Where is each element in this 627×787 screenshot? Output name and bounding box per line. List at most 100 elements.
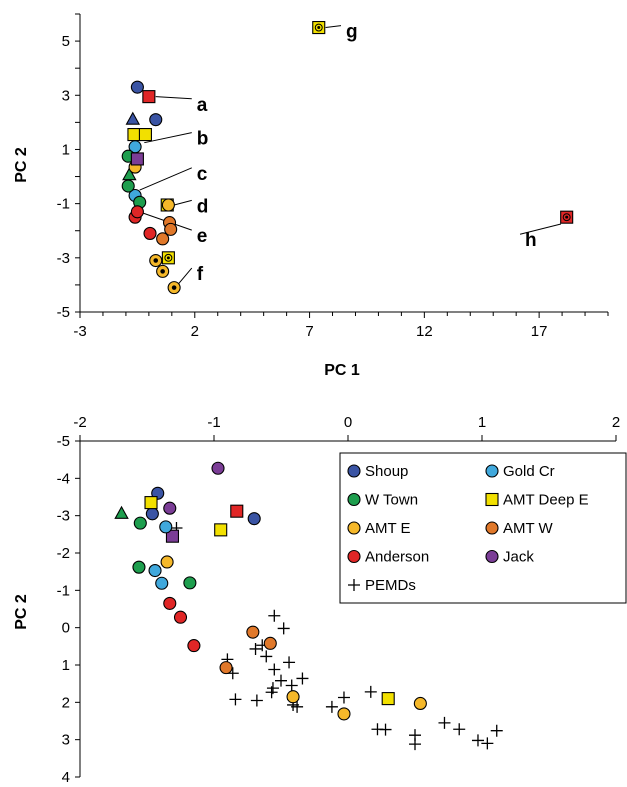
bottom-point-gold-cr [155, 576, 169, 590]
bottom-point-w-town [114, 505, 129, 519]
bottom-point-gold-cr [148, 563, 162, 578]
bottom-point-shoup [247, 512, 261, 526]
legend-label: Jack [503, 549, 534, 566]
bottom-point-amt-w [246, 625, 260, 639]
bottom-point-pemds [260, 650, 273, 663]
bottom-point-amt-e [286, 690, 300, 704]
bottom-point-anderson [230, 504, 244, 518]
top-point-amt-w [164, 222, 178, 236]
top-x-tick-label: 12 [416, 323, 433, 340]
legend-marker-pemds [348, 579, 360, 591]
bottom-point-anderson [163, 596, 177, 610]
legend-box [339, 452, 627, 604]
top-point-w-town [121, 179, 135, 193]
top-point-anderson [142, 90, 156, 104]
bottom-point-pemds [296, 672, 309, 685]
bottom-point-pemds [268, 663, 281, 676]
bottom-point-amt-w [263, 636, 277, 650]
top-point-amt-deep-e [138, 128, 152, 142]
bottom-pc-chart: -2 -1 0 1 2 -5 -4 -3 -2 -1 0 1 2 3 4 PC 2 Shoup Gold Cr… [13, 414, 627, 786]
bottom-point-pemds [409, 738, 421, 751]
legend-label: W Town [365, 492, 418, 509]
legend-label: Anderson [365, 549, 429, 566]
bottom-y-tick-label: 1 [62, 657, 70, 674]
top-annotation-label: a [197, 95, 208, 116]
bottom-point-anderson [187, 639, 201, 653]
bottom-y-tick-label: 4 [62, 769, 70, 786]
bottom-point-pemds [471, 734, 484, 747]
bottom-point-amt-e [413, 696, 427, 711]
top-annotation-leader [178, 267, 193, 284]
bottom-y-tick-label: -1 [57, 582, 70, 599]
bottom-point-pemds [379, 723, 392, 736]
bottom-y-tick-label: 2 [62, 694, 70, 711]
bottom-point-w-town [183, 576, 197, 590]
top-annotation-leader [139, 167, 192, 191]
legend-label: AMT E [365, 520, 411, 537]
bottom-point-pemds [337, 691, 350, 704]
top-annotation-leader [173, 199, 192, 206]
bottom-point-pemds [229, 693, 242, 706]
bottom-x-tick-label: 1 [478, 414, 486, 431]
top-point-amt-e [161, 198, 175, 212]
top-point-shoup [125, 111, 141, 125]
top-x-tick-label: 7 [305, 323, 313, 340]
top-point-amt-e-dot [153, 258, 159, 263]
top-point-anderson [143, 226, 157, 240]
bottom-point-pemds [291, 700, 304, 713]
bottom-y-tick-label: 3 [62, 732, 70, 749]
top-point-shoup [130, 80, 144, 94]
bottom-y-axis-title: PC 2 [13, 594, 30, 630]
top-y-tick-label: 1 [62, 141, 70, 158]
bottom-axes: -2 -1 0 1 2 -5 -4 -3 -2 -1 0 1 2 3 4 [57, 414, 621, 786]
bottom-x-tick-label: -1 [207, 414, 220, 431]
legend-marker-jack [485, 549, 499, 564]
bottom-point-pemds [249, 642, 262, 655]
bottom-point-pemds [265, 686, 278, 699]
top-y-axis-title: PC 2 [13, 147, 30, 183]
top-annotation-label: b [197, 129, 209, 150]
top-annotation-label: e [197, 226, 208, 247]
top-annotation-label: c [197, 164, 208, 185]
legend-label: Shoup [365, 463, 408, 480]
top-y-tick-label: 5 [62, 33, 70, 50]
legend-marker-amt-deep-e [485, 492, 499, 507]
bottom-x-tick-label: 0 [344, 414, 352, 431]
bottom-point-w-town [133, 516, 147, 530]
top-point-amt-deep-e [127, 128, 141, 142]
bottom-point-pemds [325, 700, 338, 713]
bottom-point-amt-e [160, 555, 174, 569]
bottom-point-gold-cr [159, 520, 173, 534]
top-annotation-label: f [197, 264, 204, 285]
top-point-amt-e-dot [171, 285, 177, 290]
legend-label: PEMDs [365, 577, 416, 594]
bottom-data-points [114, 461, 503, 751]
legend-label: AMT W [503, 520, 554, 537]
bottom-point-pemds [268, 609, 281, 622]
top-point-amt-w [156, 232, 170, 246]
bottom-point-amt-deep-e [214, 523, 228, 537]
bottom-point-jack [165, 529, 180, 543]
bottom-y-tick-label: -3 [57, 508, 70, 525]
bottom-point-jack [211, 461, 225, 475]
top-annotation-label: g [346, 22, 358, 43]
top-y-tick-label: -5 [57, 304, 70, 321]
legend-marker-amt-e [347, 521, 361, 535]
legend-label: AMT Deep E [503, 492, 589, 509]
bottom-point-pemds [364, 685, 377, 698]
top-x-tick-label: 17 [531, 323, 548, 340]
bottom-point-w-town [132, 560, 146, 574]
top-y-tick-label: -1 [57, 196, 70, 213]
top-annotation-label: h [525, 230, 537, 251]
top-y-tick-label: 3 [62, 87, 70, 104]
top-annotation-leader [325, 25, 342, 29]
bottom-y-tick-label: 0 [62, 620, 70, 637]
legend-label: Gold Cr [503, 463, 555, 480]
bottom-point-pemds [285, 679, 298, 692]
bottom-x-tick-label: 2 [612, 414, 620, 431]
top-annotation-leader [519, 223, 562, 235]
